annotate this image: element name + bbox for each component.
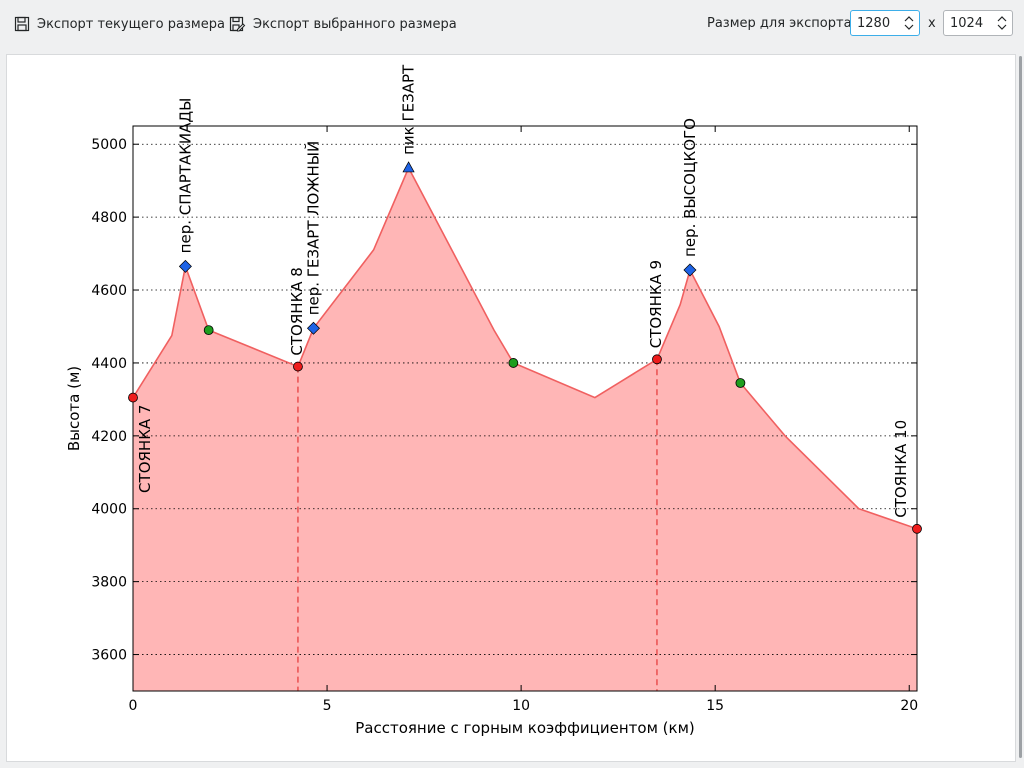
export-current-size-button[interactable]: Экспорт текущего размера: [14, 12, 225, 36]
pass-marker: [683, 263, 697, 277]
toolbar: Экспорт текущего размера Экспорт выбранн…: [0, 0, 1024, 52]
spin-arrows-icon[interactable]: [903, 14, 915, 32]
pass-label: пер. ГЕЗАРТ ЛОЖНЫЙ: [303, 141, 322, 316]
y-tick-label: 4800: [91, 210, 127, 226]
export-height-input[interactable]: [950, 15, 994, 31]
save-as-icon: [229, 16, 246, 33]
spin-arrows-icon[interactable]: [996, 14, 1008, 32]
y-tick-label: 3600: [91, 648, 127, 664]
x-tick-label: 0: [129, 698, 138, 714]
export-size-label: Размер для экспорта:: [707, 16, 856, 31]
camp-marker: [912, 523, 922, 534]
plot-frame: [132, 125, 918, 692]
export-current-size-label: Экспорт текущего размера: [37, 16, 225, 32]
pass-label: пер. ВЫСОЦКОГО: [681, 118, 699, 257]
y-tick-label: 3800: [91, 575, 127, 591]
x-axis-label: Расстояние с горным коэффициентом (км): [355, 719, 695, 737]
pass-label: пик ГЕЗАРТ: [400, 64, 418, 155]
pass-label: пер. СПАРТАКИАДЫ: [176, 98, 194, 254]
peak-marker: [402, 161, 415, 173]
export-height-spinbox[interactable]: [943, 10, 1013, 36]
camp-marker: [652, 354, 662, 365]
waypoint-marker: [735, 378, 746, 388]
y-tick-label: 4600: [91, 283, 127, 299]
times-sign: x: [928, 16, 936, 31]
save-icon: [14, 16, 30, 32]
export-selected-size-label: Экспорт выбранного размера: [253, 16, 457, 32]
camp-marker: [128, 392, 138, 403]
x-tick-label: 15: [706, 698, 724, 714]
y-axis-label: Высота (м): [65, 366, 83, 451]
waypoint-marker: [508, 358, 519, 368]
export-selected-size-button[interactable]: Экспорт выбранного размера: [229, 12, 457, 36]
pass-marker: [306, 321, 320, 335]
export-width-input[interactable]: [857, 15, 901, 31]
x-tick-label: 5: [323, 698, 332, 714]
x-tick-label: 20: [900, 698, 918, 714]
scrollbar-thumb[interactable]: [1019, 56, 1022, 758]
y-tick-label: 4400: [91, 356, 127, 372]
camp-label: СТОЯНКА 7: [136, 405, 154, 493]
waypoint-marker: [203, 325, 214, 336]
x-tick-label: 10: [512, 698, 530, 714]
camp-label: СТОЯНКА 9: [647, 260, 665, 348]
pass-marker: [178, 259, 192, 273]
elevation-area: [133, 167, 917, 691]
chart-panel: 3600 3800 4000 4200 4400 4600 4800 5000 0 5 10 15 20…: [6, 54, 1016, 762]
camp-label: СТОЯНКА 10: [892, 420, 910, 518]
export-width-spinbox[interactable]: [850, 10, 920, 36]
y-tick-label: 5000: [91, 137, 127, 153]
camp-marker: [293, 361, 303, 372]
vertical-scrollbar[interactable]: [1017, 54, 1024, 762]
y-tick-label: 4200: [91, 429, 127, 445]
camp-label: СТОЯНКА 8: [288, 267, 306, 355]
elevation-profile-chart: 3600 3800 4000 4200 4400 4600 4800 5000 0 5 10 15 20…: [65, 64, 922, 737]
y-tick-label: 4000: [91, 502, 127, 518]
